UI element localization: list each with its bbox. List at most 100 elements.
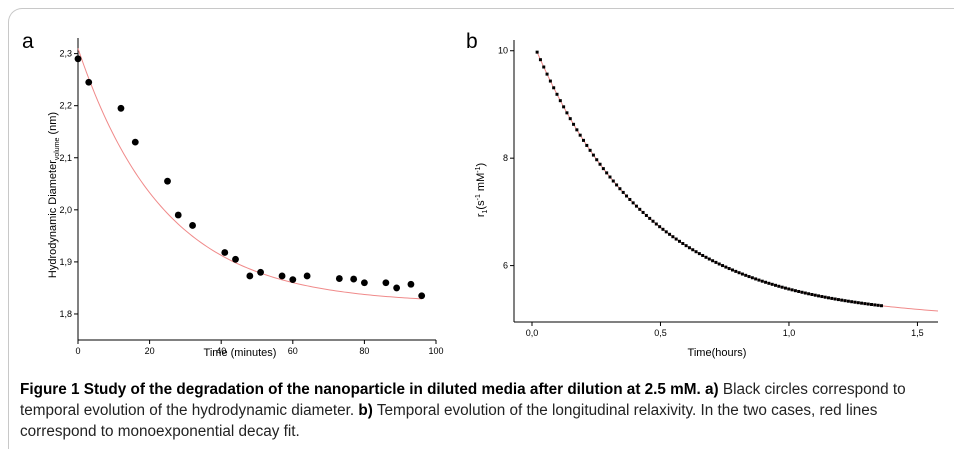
data-point (684, 244, 688, 248)
data-point (767, 281, 771, 285)
data-point (764, 280, 768, 284)
data-point (780, 285, 784, 289)
data-point (770, 282, 774, 286)
data-point (840, 298, 844, 302)
panel-a-chart: a 0 20 40 60 80 100 1,8 1,9 2,0 2,1 2,2 2,3 Time (… (22, 30, 444, 359)
caption-label-b: b) (358, 402, 373, 419)
panel-a-x-axis-title: Time (minutes) (204, 347, 277, 359)
data-point (879, 304, 883, 308)
data-point (734, 269, 738, 273)
data-point (724, 265, 728, 269)
data-point (787, 287, 791, 291)
data-point (711, 259, 715, 263)
data-point (350, 275, 358, 283)
data-point (591, 153, 595, 157)
data-point (131, 138, 139, 146)
data-point (830, 296, 834, 300)
data-point (555, 92, 559, 96)
data-point (823, 295, 827, 299)
panel-b-y-axis-title: r1(s-1 mM-1) (475, 163, 489, 217)
data-point (677, 239, 681, 243)
x-tick-label: 40 (216, 346, 226, 356)
data-point (174, 211, 182, 219)
panel-b-data-points (535, 50, 883, 308)
data-point (361, 279, 368, 287)
data-point (737, 271, 741, 275)
x-tick-label: 1,5 (911, 328, 924, 338)
data-point (817, 294, 821, 298)
data-point (807, 292, 811, 296)
x-tick-label: 80 (359, 346, 369, 356)
data-point (651, 219, 655, 223)
data-point (221, 249, 229, 256)
y-tick-label: 2,2 (59, 101, 72, 111)
data-point (641, 210, 645, 214)
panel-a-label: a (22, 30, 34, 53)
data-point (611, 179, 615, 183)
data-point (598, 162, 602, 166)
data-point (850, 300, 854, 304)
panel-b-fit-line (536, 51, 939, 312)
caption-title: Figure 1 Study of the degradation of the… (20, 381, 719, 398)
data-point (164, 177, 171, 185)
data-point (257, 268, 264, 276)
data-point (189, 222, 196, 229)
data-point (870, 302, 874, 306)
y-tick-label: 2,0 (59, 205, 72, 215)
data-point (588, 148, 592, 152)
data-point (754, 277, 758, 281)
caption-text-a: Black circles correspond to temporal evo… (20, 381, 906, 419)
data-point (843, 299, 847, 303)
data-point (783, 286, 787, 290)
data-point (810, 293, 814, 297)
data-point (697, 252, 701, 256)
data-point (575, 128, 579, 132)
x-tick-label: 1,0 (783, 328, 796, 338)
panel-a-fit-line (77, 48, 422, 300)
x-tick-label: 20 (145, 346, 155, 356)
panel-b-x-axis-title: Time(hours) (688, 347, 747, 359)
data-point (232, 255, 239, 263)
data-point (836, 298, 840, 302)
data-point (631, 201, 635, 205)
data-point (581, 138, 585, 142)
panel-a-y-ticks: 1,8 1,9 2,0 2,1 2,2 2,3 (59, 49, 78, 319)
panel-b-chart: b 0,0 0,5 1,0 1,5 6 8 10 Time(hours) r1(s-1 m… (466, 30, 939, 359)
data-point (654, 222, 658, 226)
data-point (668, 232, 672, 236)
panel-a-data-points (74, 55, 426, 300)
x-tick-label: 60 (288, 346, 298, 356)
data-point (777, 284, 781, 288)
data-point (694, 250, 698, 254)
data-point (605, 171, 609, 175)
data-point (833, 297, 837, 301)
x-tick-label: 0 (75, 346, 80, 356)
data-point (638, 207, 642, 211)
data-point (721, 264, 725, 268)
data-point (618, 187, 622, 191)
data-point (552, 86, 556, 90)
data-point (671, 235, 675, 239)
data-point (704, 255, 708, 259)
data-point (813, 293, 817, 297)
data-point (289, 276, 297, 283)
caption-text-b: Temporal evolution of the longitudinal r… (20, 402, 878, 440)
data-point (803, 291, 807, 295)
data-point (664, 230, 668, 234)
data-point (860, 301, 864, 305)
data-point (625, 194, 629, 198)
data-point (615, 183, 619, 187)
data-point (800, 290, 804, 294)
data-point (750, 276, 754, 280)
data-point (774, 283, 778, 287)
data-point (797, 289, 801, 293)
data-point (548, 79, 552, 83)
data-point (578, 133, 582, 137)
data-point (382, 279, 390, 287)
data-point (246, 272, 254, 280)
data-point (760, 279, 764, 283)
data-point (562, 105, 566, 109)
data-point (558, 99, 562, 103)
data-point (628, 197, 632, 201)
data-point (572, 122, 576, 126)
